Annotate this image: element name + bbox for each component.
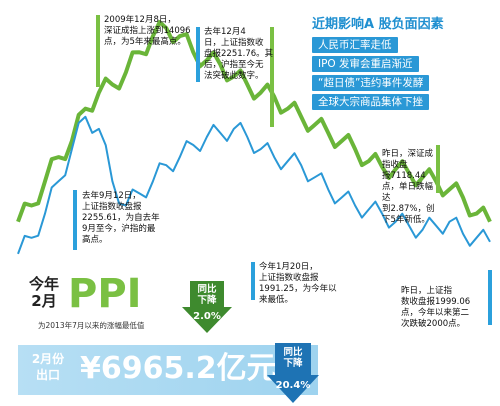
series-layer	[16, 20, 492, 255]
annotation-jan-20: 今年1月20日， 上证指数收盘报 1991.25，为今年以 来最低。	[259, 262, 337, 305]
annotation-bar-1	[96, 15, 100, 87]
factor-item-4: 全球大宗商品集体下挫	[312, 94, 429, 110]
factors-title: 近期影响A 股负面因素	[312, 17, 444, 32]
annotation-bar-4	[436, 145, 440, 193]
ppi-block: 今年 2月 PPI	[20, 268, 198, 318]
annotation-2009-high: 2009年12月8日， 深证成指上涨到14096 点，为5年来最高点。	[104, 15, 191, 47]
ppi-note: 为2013年7月以来的涨幅最低值	[38, 321, 145, 330]
annotation-bar-6	[488, 270, 492, 325]
ppi-period: 今年 2月	[28, 275, 59, 310]
factor-item-3: “超日债”违约事件发酵	[312, 75, 430, 91]
annotation-sep-12: 去年9月12日， 上证指数收盘报 2255.61，为自去年 9月至今，沪指的最 …	[82, 191, 160, 245]
ppi-change-value: 2.0%	[193, 311, 221, 322]
annotation-bar-5	[251, 262, 255, 300]
ppi-down-arrow: 同比 下降 2.0%	[182, 281, 232, 333]
export-change-label: 同比 下降	[283, 347, 303, 369]
annotation-bar-3	[270, 27, 274, 127]
ppi-change-label: 同比 下降	[197, 284, 217, 306]
annotation-yesterday-shanghai: 昨日，上证指 数收盘报1999.06 点，今年以来第二 次跌破2000点。	[401, 286, 471, 329]
export-period: 2月份 出口	[31, 352, 65, 382]
annotation-shenzhen-low: 昨日，深证成指收盘 报7118.44点，单日跌幅达 到2.87%，创下5年新低。	[382, 149, 435, 225]
export-band: 2月份 出口 ¥6965.2亿元	[18, 345, 318, 395]
export-down-arrow: 同比 下降 20.4%	[267, 343, 319, 403]
factor-item-2: IPO 发审会重启渐近	[312, 56, 419, 72]
annotation-bar-2	[196, 27, 200, 82]
annotation-bar-3b	[73, 190, 77, 250]
series-line-1	[16, 20, 492, 223]
export-value: ¥6965.2亿元	[80, 351, 277, 386]
series-line-2	[17, 115, 491, 255]
export-change-value: 20.4%	[275, 380, 311, 391]
factor-item-1: 人民币汇率走低	[312, 37, 398, 53]
ppi-label: PPI	[68, 271, 142, 317]
annotation-dec-4: 去年12月4 日，上证指数收 盘报2251.76。其 后，沪指至今无 法突破此数…	[204, 27, 274, 81]
